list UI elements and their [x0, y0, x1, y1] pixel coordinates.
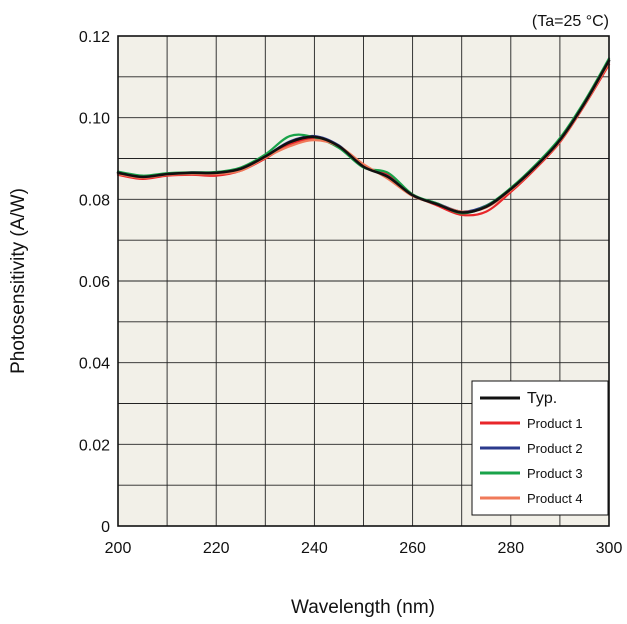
legend: Typ. Product 1 Product 2 Product 3 Product 4	[471, 380, 609, 516]
x-tick-label: 280	[497, 540, 524, 557]
condition-note: (Ta=25 °C)	[532, 13, 609, 30]
y-tick-label: 0.10	[79, 111, 110, 128]
x-tick-labels: 200 220 240 260 280 300	[105, 540, 623, 557]
x-tick-label: 200	[105, 540, 132, 557]
y-tick-label: 0	[101, 519, 110, 536]
y-tick-labels: 0 0.02 0.04 0.06 0.08 0.10 0.12	[79, 29, 110, 536]
x-tick-label: 220	[203, 540, 230, 557]
y-axis-title: Photosensitivity (A/W)	[8, 188, 29, 374]
legend-label-product-3: Product 3	[527, 466, 583, 481]
series-lines	[116, 57, 611, 217]
y-tick-label: 0.08	[79, 192, 110, 209]
x-tick-label: 260	[399, 540, 426, 557]
x-tick-label: 300	[596, 540, 623, 557]
series-line-typ	[116, 59, 611, 214]
y-tick-label: 0.04	[79, 356, 110, 373]
legend-label-typ: Typ.	[527, 390, 557, 407]
legend-label-product-2: Product 2	[527, 441, 583, 456]
y-tick-label: 0.12	[79, 29, 110, 46]
legend-label-product-4: Product 4	[527, 491, 583, 506]
y-tick-label: 0.06	[79, 274, 110, 291]
legend-label-product-1: Product 1	[527, 416, 583, 431]
x-tick-label: 240	[301, 540, 328, 557]
y-tick-label: 0.02	[79, 437, 110, 454]
x-axis-title: Wavelength (nm)	[291, 597, 435, 618]
plot-frame	[117, 35, 610, 527]
